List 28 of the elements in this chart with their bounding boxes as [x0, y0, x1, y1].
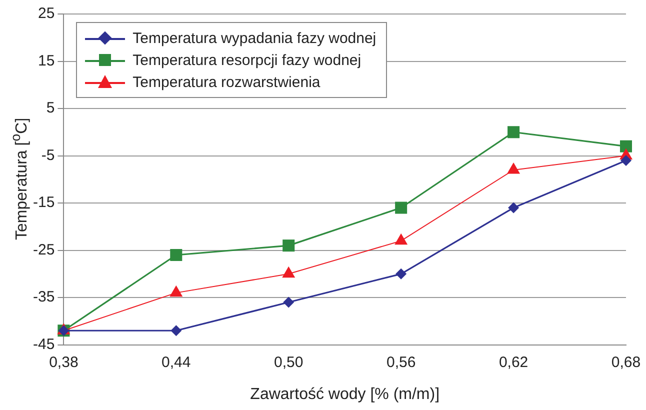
point [508, 202, 520, 214]
point [282, 240, 295, 252]
point [170, 325, 182, 336]
x-tick-label: 0,50 [274, 354, 304, 371]
y-tick-label: -15 [32, 194, 55, 212]
y-tick-label: -35 [32, 288, 55, 306]
y-tick-label: -45 [32, 336, 55, 353]
point [283, 296, 294, 308]
y-tick-label: 25 [38, 5, 55, 22]
x-axis-title: Zawartość wody [% (m/m)] [250, 386, 440, 403]
x-tick-label: 0,56 [386, 354, 416, 371]
y-tick-label: 5 [46, 100, 55, 117]
legend-label: Temperatura wypadania fazy wodnej [132, 30, 376, 46]
y-tick-label: 15 [38, 52, 55, 70]
legend-label: Temperatura rozwarstwienia [132, 74, 320, 90]
x-tick-label: 0,62 [498, 354, 528, 371]
point [170, 249, 182, 262]
point [508, 126, 520, 138]
point [395, 202, 408, 214]
point [620, 154, 632, 166]
y-tick-label: -25 [32, 241, 55, 258]
x-tick-label: 0,38 [49, 354, 78, 371]
legend-label: Temperatura resorpcji fazy wodnej [132, 52, 362, 68]
x-tick-label: 0,68 [611, 354, 641, 371]
point [396, 268, 407, 280]
point [620, 140, 632, 152]
y-tick-label: -5 [41, 146, 55, 164]
x-tick-label: 0,44 [162, 354, 191, 371]
